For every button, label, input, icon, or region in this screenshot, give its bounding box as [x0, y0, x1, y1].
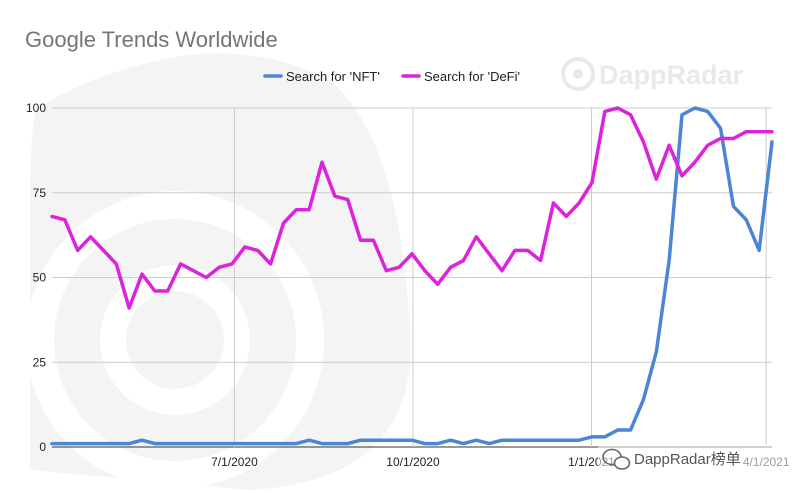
brand-logo-icon: [561, 57, 595, 91]
y-tick-label: 75: [33, 186, 47, 200]
watermark-ring-outer: [26, 191, 324, 489]
series-line: [50, 106, 774, 310]
brand-watermark: DappRadar: [561, 57, 744, 91]
dappradar-watermark: DappRadar: [26, 53, 744, 490]
y-tick-label: 50: [33, 271, 47, 285]
x-tick-label: 7/1/2020: [211, 455, 258, 469]
y-tick-label: 0: [39, 440, 46, 454]
chart-legend: Search for 'NFT' Search for 'DeFi': [263, 69, 520, 84]
wechat-icon: [602, 448, 631, 470]
plot-area: [50, 106, 774, 446]
series-line: [50, 106, 774, 446]
wechat-watermark-text: DappRadar榜单: [634, 451, 741, 468]
y-tick-label: 25: [33, 355, 47, 369]
chart-title: Google Trends Worldwide: [25, 27, 278, 52]
wechat-watermark-bg: [598, 444, 797, 472]
y-tick-label: 100: [26, 101, 46, 115]
brand-watermark-text: DappRadar: [599, 60, 744, 90]
wechat-watermark: DappRadar榜单: [598, 444, 797, 472]
brand-logo-dot-icon: [573, 69, 583, 79]
y-axis: 0 25 50 75 100: [26, 101, 46, 454]
legend-label: Search for 'NFT': [286, 69, 380, 84]
x-tick-label: 10/1/2020: [386, 455, 440, 469]
legend-label: Search for 'DeFi': [424, 69, 520, 84]
